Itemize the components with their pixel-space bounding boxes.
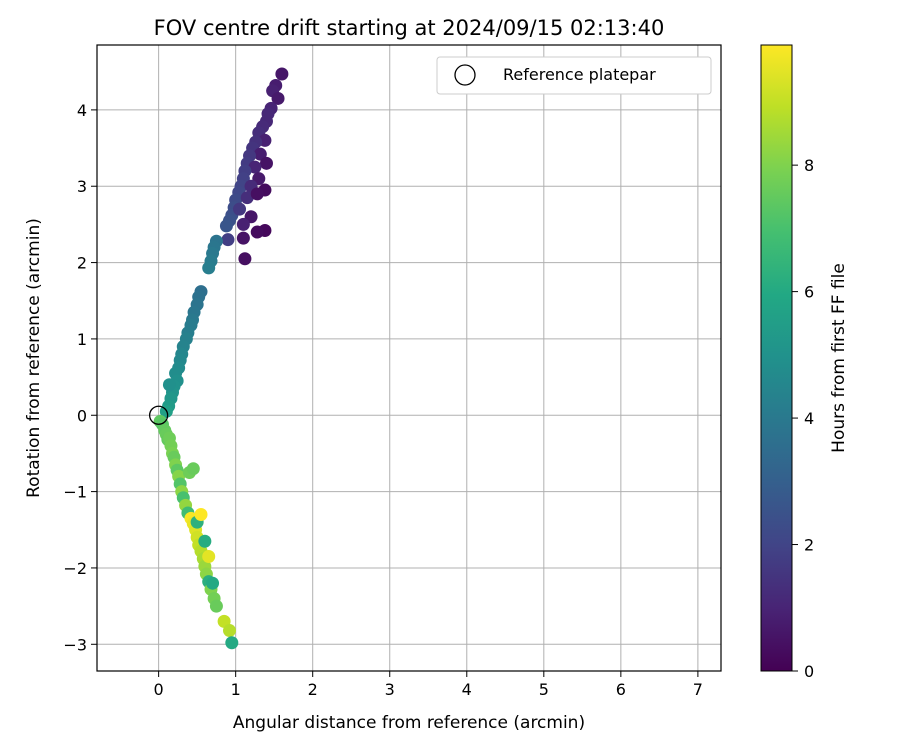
y-tick-label: −3 xyxy=(63,635,87,654)
data-point xyxy=(250,225,264,239)
data-point xyxy=(162,378,176,392)
data-point xyxy=(236,217,250,231)
colorbar-ticks: 0 2 4 6 8 xyxy=(792,156,814,681)
y-tick-label: −1 xyxy=(63,483,87,502)
data-point xyxy=(233,202,247,216)
data-point xyxy=(221,233,235,247)
data-point xyxy=(202,261,216,275)
data-point xyxy=(209,599,223,613)
colorbar-tick-label: 6 xyxy=(804,283,814,302)
x-tick-label: 0 xyxy=(154,680,164,699)
y-tick-label: 1 xyxy=(77,330,87,349)
x-axis-ticks: 0 1 2 3 4 5 6 7 xyxy=(154,671,703,699)
data-point xyxy=(223,624,237,638)
data-point xyxy=(194,508,208,521)
y-tick-label: 2 xyxy=(77,254,87,273)
x-tick-label: 1 xyxy=(231,680,241,699)
legend-entry-reference-platepar: Reference platepar xyxy=(503,65,656,84)
data-point xyxy=(259,156,273,170)
colorbar-gradient xyxy=(760,44,793,672)
reference-platepar-marker xyxy=(148,405,169,425)
data-point xyxy=(275,67,289,81)
data-point xyxy=(250,187,264,201)
x-tick-label: 7 xyxy=(693,680,703,699)
plot-frame xyxy=(96,44,722,672)
data-point xyxy=(202,549,216,563)
colorbar-tick-label: 4 xyxy=(804,409,814,428)
colorbar-tick-label: 8 xyxy=(804,156,814,175)
data-point xyxy=(253,147,267,161)
y-tick-label: 0 xyxy=(77,406,87,425)
data-point xyxy=(236,231,250,245)
colorbar-tick-label: 0 xyxy=(804,662,814,681)
x-axis-label: Angular distance from reference (arcmin) xyxy=(233,713,585,733)
x-tick-label: 2 xyxy=(308,680,318,699)
x-tick-label: 4 xyxy=(462,680,472,699)
colorbar: 0 2 4 6 8 Hours from first FF file xyxy=(760,44,849,681)
x-tick-label: 3 xyxy=(385,680,395,699)
data-point xyxy=(240,191,254,205)
y-tick-label: 4 xyxy=(77,101,87,120)
colorbar-label: Hours from first FF file xyxy=(829,263,849,453)
data-point xyxy=(248,160,262,174)
legend-reference-marker xyxy=(454,64,476,86)
data-point xyxy=(186,462,200,476)
x-tick-label: 6 xyxy=(616,680,626,699)
data-point xyxy=(219,219,233,233)
data-point xyxy=(238,252,252,266)
x-tick-label: 5 xyxy=(539,680,549,699)
reference-marker-layer xyxy=(148,405,169,425)
data-point xyxy=(206,576,220,590)
y-axis-label: Rotation from reference (arcmin) xyxy=(24,218,44,498)
grid-lines xyxy=(97,45,721,671)
data-point xyxy=(225,636,239,650)
y-axis-ticks: −3 −2 −1 0 1 2 3 4 xyxy=(63,101,97,654)
colorbar-tick-label: 2 xyxy=(804,536,814,555)
chart-title: FOV centre drift starting at 2024/09/15 … xyxy=(154,16,665,40)
data-point xyxy=(271,91,285,105)
data-points xyxy=(153,67,289,650)
y-tick-label: 3 xyxy=(77,177,87,196)
legend: Reference platepar xyxy=(436,56,712,95)
data-point xyxy=(198,534,212,548)
y-tick-label: −2 xyxy=(63,559,87,578)
legend-box xyxy=(436,56,712,95)
